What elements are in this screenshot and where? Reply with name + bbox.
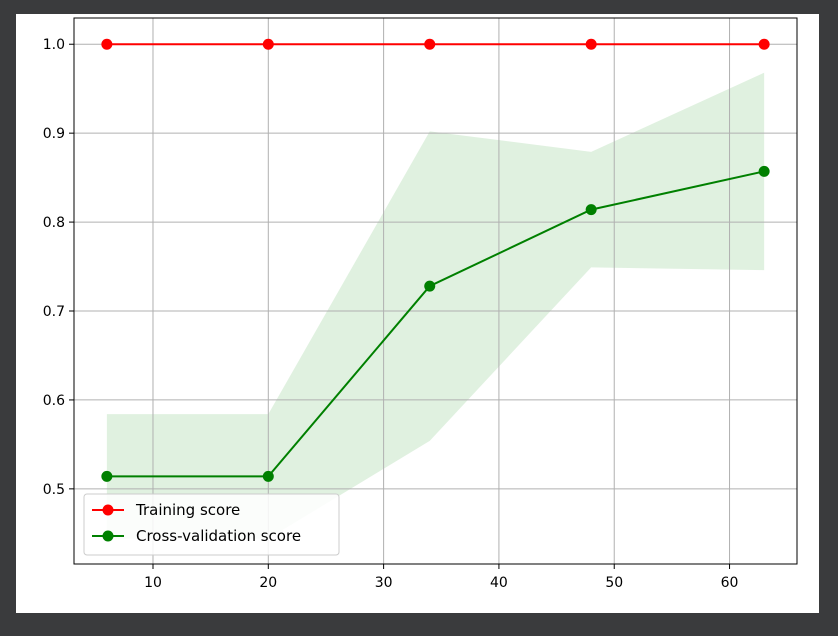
x-tick-label: 10 xyxy=(144,575,162,591)
learning-curve-chart: 10 20 30 40 50 60 0.5 0.6 0.7 0.8 0.9 1.0 Training … xyxy=(43,17,798,591)
x-tick-label: 60 xyxy=(721,575,739,591)
x-tick-label: 50 xyxy=(605,575,623,591)
y-tick-label: 0.6 xyxy=(43,393,65,409)
series-1-band xyxy=(106,72,765,539)
y-tick-label: 1.0 xyxy=(43,37,65,53)
plot-area-frame xyxy=(73,17,798,565)
legend-marker-1 xyxy=(102,530,114,542)
series-0-point xyxy=(424,38,436,50)
legend-label-0: Training score xyxy=(135,501,240,519)
y-tick-label: 0.5 xyxy=(43,482,65,498)
series-1-point xyxy=(758,165,770,177)
series-0-point xyxy=(585,38,597,50)
series-1-point xyxy=(585,204,597,216)
series-0-point xyxy=(262,38,274,50)
series-0-point xyxy=(758,38,770,50)
series-1-point xyxy=(262,470,274,482)
y-tick-label: 0.8 xyxy=(43,215,65,231)
series-1-point xyxy=(101,470,113,482)
legend-box xyxy=(83,493,340,556)
legend-label-1: Cross-validation score xyxy=(136,527,301,545)
x-tick-label: 40 xyxy=(490,575,508,591)
series-1-point xyxy=(424,280,436,292)
legend: Training score Cross-validation score xyxy=(83,493,340,556)
legend-marker-0 xyxy=(102,504,114,516)
x-tick-label: 20 xyxy=(259,575,277,591)
y-tick-label: 0.7 xyxy=(43,304,65,320)
series-0-point xyxy=(101,38,113,50)
y-tick-label: 0.9 xyxy=(43,126,65,142)
x-tick-label: 30 xyxy=(375,575,393,591)
figure-canvas: 10 20 30 40 50 60 0.5 0.6 0.7 0.8 0.9 1.0 Training … xyxy=(16,14,819,613)
